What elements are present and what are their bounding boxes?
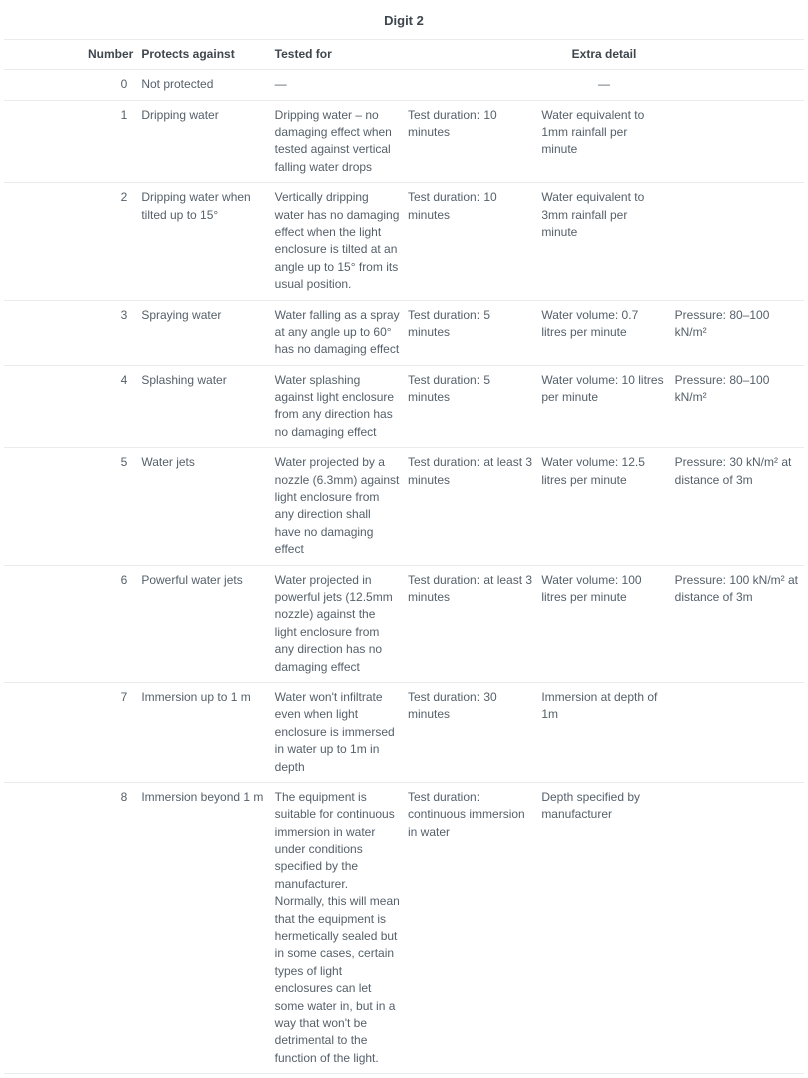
cell-extra-2: Water volume: 12.5 litres per minute bbox=[537, 448, 670, 565]
cell-extra-3 bbox=[671, 682, 804, 782]
cell-tested: Dripping water – no damaging effect when… bbox=[271, 100, 404, 183]
table-row: 2Dripping water when tilted up to 15°Ver… bbox=[4, 183, 804, 300]
cell-protects: Immersion beyond 1 m bbox=[137, 782, 270, 1073]
cell-extra-2: — bbox=[537, 70, 670, 100]
cell-extra-2: Water volume: 100 litres per minute bbox=[537, 565, 670, 682]
cell-number: 5 bbox=[4, 448, 137, 565]
cell-extra-1: Test duration: 5 minutes bbox=[404, 365, 537, 448]
cell-extra-3: Pressure: 30 kN/m² at distance of 3m bbox=[671, 448, 804, 565]
table-row: 5Water jetsWater projected by a nozzle (… bbox=[4, 448, 804, 565]
cell-extra-3 bbox=[671, 100, 804, 183]
cell-protects: Dripping water when tilted up to 15° bbox=[137, 183, 270, 300]
cell-tested: Water splashing against light enclosure … bbox=[271, 365, 404, 448]
cell-number: 6 bbox=[4, 565, 137, 682]
table-row: 0Not protected—— bbox=[4, 70, 804, 100]
cell-number: 1 bbox=[4, 100, 137, 183]
cell-protects: Immersion up to 1 m bbox=[137, 682, 270, 782]
cell-tested: Vertically dripping water has no damagin… bbox=[271, 183, 404, 300]
cell-extra-3: Pressure: 80–100 kN/m² bbox=[671, 300, 804, 365]
cell-protects: Spraying water bbox=[137, 300, 270, 365]
cell-protects: Water jets bbox=[137, 448, 270, 565]
cell-number: 4 bbox=[4, 365, 137, 448]
table-row: 1Dripping waterDripping water – no damag… bbox=[4, 100, 804, 183]
cell-extra-3 bbox=[671, 782, 804, 1073]
table-row: 3Spraying waterWater falling as a spray … bbox=[4, 300, 804, 365]
cell-number: 0 bbox=[4, 70, 137, 100]
cell-extra-1: Test duration: 5 minutes bbox=[404, 300, 537, 365]
cell-tested: The equipment is suitable for continuous… bbox=[271, 782, 404, 1073]
cell-extra-1 bbox=[404, 70, 537, 100]
cell-extra-1: Test duration: at least 3 minutes bbox=[404, 565, 537, 682]
ip-digit-2-table-container: Digit 2 Number Protects against Tested f… bbox=[0, 0, 808, 1078]
cell-extra-3: Pressure: 100 kN/m² at distance of 3m bbox=[671, 565, 804, 682]
cell-tested: Water projected in powerful jets (12.5mm… bbox=[271, 565, 404, 682]
cell-extra-3: Pressure: 80–100 kN/m² bbox=[671, 365, 804, 448]
table-row: 6Powerful water jetsWater projected in p… bbox=[4, 565, 804, 682]
cell-extra-1: Test duration: at least 3 minutes bbox=[404, 448, 537, 565]
table-head: Digit 2 Number Protects against Tested f… bbox=[4, 4, 804, 70]
cell-extra-2: Water equivalent to 1mm rainfall per min… bbox=[537, 100, 670, 183]
table-row: 7Immersion up to 1 mWater won't infiltra… bbox=[4, 682, 804, 782]
ip-digit-2-table: Digit 2 Number Protects against Tested f… bbox=[4, 4, 804, 1074]
cell-extra-1: Test duration: 30 minutes bbox=[404, 682, 537, 782]
table-row: 8Immersion beyond 1 mThe equipment is su… bbox=[4, 782, 804, 1073]
cell-tested: Water projected by a nozzle (6.3mm) agai… bbox=[271, 448, 404, 565]
cell-extra-2: Water volume: 10 litres per minute bbox=[537, 365, 670, 448]
cell-number: 8 bbox=[4, 782, 137, 1073]
cell-extra-1: Test duration: 10 minutes bbox=[404, 183, 537, 300]
col-header-extra: Extra detail bbox=[404, 39, 804, 69]
cell-protects: Splashing water bbox=[137, 365, 270, 448]
header-row: Number Protects against Tested for Extra… bbox=[4, 39, 804, 69]
cell-number: 7 bbox=[4, 682, 137, 782]
cell-protects: Powerful water jets bbox=[137, 565, 270, 682]
cell-extra-3 bbox=[671, 183, 804, 300]
table-row: 4Splashing waterWater splashing against … bbox=[4, 365, 804, 448]
cell-extra-3 bbox=[671, 70, 804, 100]
col-header-number: Number bbox=[4, 39, 137, 69]
cell-extra-2: Depth specified by manufacturer bbox=[537, 782, 670, 1073]
table-title: Digit 2 bbox=[4, 4, 804, 39]
col-header-tested: Tested for bbox=[271, 39, 404, 69]
cell-tested: — bbox=[271, 70, 404, 100]
cell-number: 2 bbox=[4, 183, 137, 300]
cell-extra-1: Test duration: 10 minutes bbox=[404, 100, 537, 183]
cell-extra-2: Immersion at depth of 1m bbox=[537, 682, 670, 782]
title-row: Digit 2 bbox=[4, 4, 804, 39]
cell-extra-1: Test duration: continuous immersion in w… bbox=[404, 782, 537, 1073]
cell-number: 3 bbox=[4, 300, 137, 365]
cell-extra-2: Water equivalent to 3mm rainfall per min… bbox=[537, 183, 670, 300]
cell-protects: Dripping water bbox=[137, 100, 270, 183]
cell-extra-2: Water volume: 0.7 litres per minute bbox=[537, 300, 670, 365]
cell-protects: Not protected bbox=[137, 70, 270, 100]
cell-tested: Water falling as a spray at any angle up… bbox=[271, 300, 404, 365]
cell-tested: Water won't infiltrate even when light e… bbox=[271, 682, 404, 782]
table-body: 0Not protected——1Dripping waterDripping … bbox=[4, 70, 804, 1074]
col-header-protects: Protects against bbox=[137, 39, 270, 69]
